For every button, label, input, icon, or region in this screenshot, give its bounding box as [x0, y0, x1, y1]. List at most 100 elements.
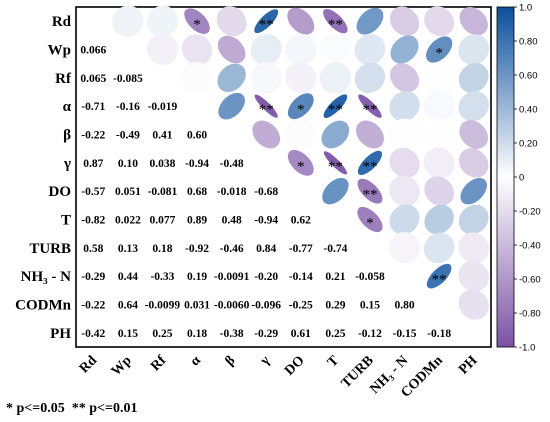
column-label: γ: [257, 353, 273, 369]
row-label: α: [63, 99, 72, 115]
significance-mark: *: [297, 159, 305, 175]
correlation-ellipse: [146, 33, 179, 66]
coefficient-label: 0.48: [222, 215, 242, 227]
correlation-ellipse: [389, 91, 420, 122]
coefficient-label: -0.48: [220, 158, 244, 170]
coefficient-label: -0.22: [81, 300, 105, 312]
significance-mark: *: [193, 17, 201, 33]
significance-mark: **: [328, 159, 343, 175]
coefficient-label: -0.096: [251, 300, 281, 312]
correlation-ellipse: [357, 206, 383, 233]
correlation-ellipse: [423, 232, 455, 264]
coefficient-label: 0.25: [325, 328, 345, 340]
coefficient-label: -0.77: [289, 243, 313, 255]
correlation-ellipse: [390, 63, 420, 93]
coefficient-label: 0.68: [187, 186, 207, 198]
row-label: γ: [63, 156, 71, 172]
coefficient-label: -0.68: [254, 186, 278, 198]
colorbar-tick-label: 0: [519, 173, 524, 184]
correlation-ellipse: [217, 35, 246, 64]
correlation-ellipse: [319, 33, 352, 66]
significance-mark: **: [432, 272, 447, 288]
coefficient-label: 0.065: [80, 73, 106, 85]
coefficient-label: 0.18: [187, 328, 207, 340]
row-labels: Rd Wp Rf αβγ DO T TURB NH₃ - N CODMn PH: [15, 14, 72, 342]
correlation-ellipse: [322, 177, 349, 205]
correlation-ellipse: [424, 176, 455, 207]
significance-mark: **: [362, 102, 377, 118]
correlation-ellipse: [357, 178, 383, 204]
column-label: DO: [282, 353, 308, 379]
correlation-ellipse: [423, 118, 456, 151]
colorbar-tick-label: -1.0: [519, 343, 535, 354]
coefficient-label: -0.29: [81, 271, 105, 283]
coefficient-label: -0.94: [254, 215, 278, 227]
significance-mark: *: [366, 216, 374, 232]
row-label: NH₃ - N: [21, 269, 71, 285]
row-label: T: [61, 213, 71, 229]
coefficient-label: 0.077: [150, 215, 176, 227]
correlation-ellipse: [356, 7, 384, 35]
coefficient-label: 0.031: [184, 300, 210, 312]
correlation-ellipse: [389, 6, 420, 36]
coefficient-label: 0.61: [291, 328, 311, 340]
correlation-ellipse: [458, 62, 489, 93]
row-label: TURB: [29, 241, 71, 257]
column-label: α: [188, 353, 204, 369]
correlation-ellipse: [250, 62, 282, 94]
correlation-ellipse: [458, 289, 489, 320]
coefficient-label: -0.82: [81, 215, 105, 227]
correlation-ellipse: [323, 8, 348, 34]
correlation-ellipse: [423, 90, 455, 122]
significance-mark: **: [362, 159, 377, 175]
coefficient-label: 0.19: [187, 271, 207, 283]
correlation-ellipse: [389, 204, 420, 235]
coefficient-label: -0.29: [254, 328, 278, 340]
correlation-ellipse: [354, 62, 386, 94]
correlation-ellipse: [388, 232, 421, 264]
correlation-ellipse: [112, 5, 144, 37]
coefficient-label: -0.16: [116, 101, 140, 113]
coefficient-label: 0.58: [83, 243, 103, 255]
row-label: CODMn: [15, 298, 71, 314]
coefficient-label: -0.22: [81, 130, 105, 142]
correlation-ellipse: [181, 61, 213, 94]
correlation-ellipse: [218, 92, 245, 120]
row-label: Wp: [48, 43, 71, 59]
correlation-ellipse: [254, 94, 278, 118]
coefficient-label: 0.051: [115, 186, 141, 198]
correlation-ellipse: [254, 9, 279, 34]
colorbar-tick-label: 0.60: [519, 71, 538, 82]
plot-frame: [75, 6, 492, 348]
coefficient-label: -0.20: [254, 271, 278, 283]
column-label: Rf: [148, 353, 169, 374]
coefficient-label: 0.18: [152, 243, 172, 255]
coefficient-label: 0.44: [118, 271, 138, 283]
correlation-ellipse: [458, 90, 489, 122]
coefficient-labels: 0.066 0.065 -0.085 -0.71 -0.16 -0.019 -0.22 -0.…: [80, 45, 451, 340]
coefficient-label: 0.89: [187, 215, 207, 227]
correlation-ellipse: [458, 232, 490, 264]
correlation-ellipse: [323, 151, 347, 175]
correlation-ellipse: [388, 118, 421, 151]
coefficient-label: 0.15: [118, 328, 138, 340]
column-label: PH: [456, 353, 480, 377]
significance-note: * p<=0.05 ** p<=0.01: [6, 401, 137, 416]
correlation-ellipse: [424, 204, 454, 235]
correlation-ellipse: [252, 120, 281, 149]
coefficient-label: 0.62: [291, 215, 311, 227]
significance-mark: **: [259, 102, 274, 118]
correlation-ellipse: [389, 147, 420, 178]
correlation-ellipse: [426, 263, 452, 289]
coefficient-label: -0.14: [289, 271, 313, 283]
coefficient-label: -0.46: [220, 243, 244, 255]
coefficient-label: 0.29: [325, 300, 345, 312]
coefficient-label: -0.019: [148, 101, 178, 113]
colorbar-tick-label: -0.40: [519, 241, 541, 252]
coefficient-label: -0.57: [81, 186, 105, 198]
coefficient-label: 0.87: [83, 158, 103, 170]
coefficient-label: 0.80: [394, 300, 414, 312]
correlation-ellipse: [389, 175, 420, 207]
